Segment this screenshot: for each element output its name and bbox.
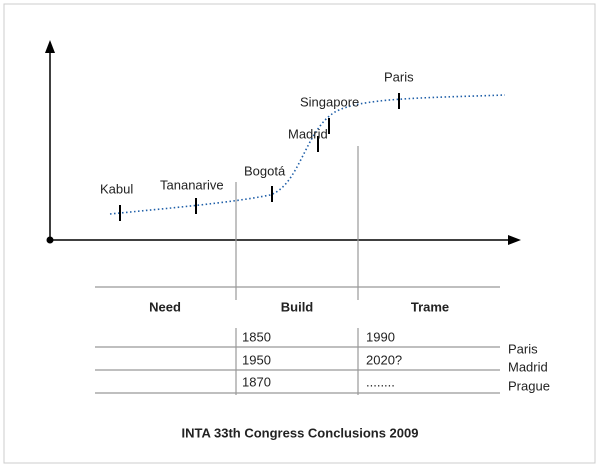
y-arrow [45,40,55,53]
cell: 2020? [366,352,402,367]
city-label: Madrid [288,126,328,141]
cell: Madrid [508,359,548,374]
phase-label: Trame [411,299,449,314]
city-label: Bogotá [244,163,286,178]
city-label: Paris [384,69,414,84]
cell: ........ [366,374,395,389]
cell: 1870 [242,374,271,389]
cell: Paris [508,341,538,356]
city-label: Kabul [100,181,133,196]
city-label: Tananarive [160,177,224,192]
phase-label: Need [149,299,181,314]
x-arrow [508,235,521,245]
origin [46,236,54,244]
frame [3,3,596,464]
cell: 1990 [366,329,395,344]
city-ticks [119,93,400,221]
caption: INTA 33th Congress Conclusions 2009 [182,425,419,440]
growth-curve [109,94,506,215]
phase-label: Build [281,299,314,314]
cell: 1850 [242,329,271,344]
cell: 1950 [242,352,271,367]
cell: Prague [508,378,550,393]
city-label: Singapore [300,94,359,109]
